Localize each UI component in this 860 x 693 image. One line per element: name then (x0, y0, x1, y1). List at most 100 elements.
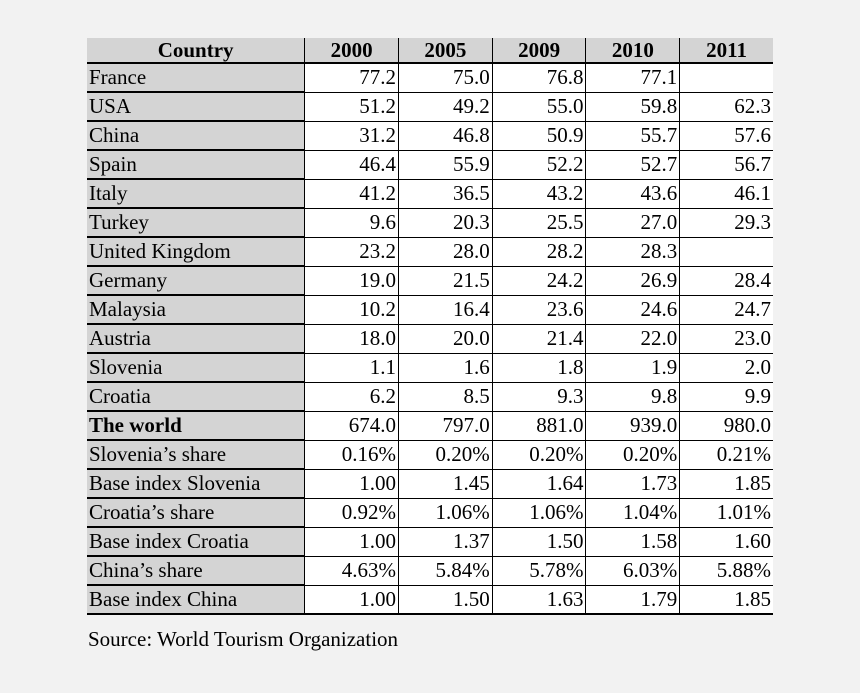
table-cell: 10.2 (304, 295, 399, 325)
table-cell: 23.6 (491, 295, 586, 325)
table-row: Base index Croatia 1.00 1.37 1.50 1.58 1.60 (87, 527, 773, 557)
table-row: Malaysia 10.2 16.4 23.6 24.6 24.7 (87, 295, 773, 325)
table-cell: 1.06% (398, 498, 493, 528)
table-cell: 22.0 (585, 324, 680, 354)
table-cell: 28.0 (398, 237, 493, 267)
table-cell: 9.6 (304, 208, 399, 238)
table-cell: 24.6 (585, 295, 680, 325)
table-row: Slovenia 1.1 1.6 1.8 1.9 2.0 (87, 353, 773, 383)
table-cell: 52.7 (585, 150, 680, 180)
table-row: China 31.2 46.8 50.9 55.7 57.6 (87, 121, 773, 151)
table-header-row: Country 2000 2005 2009 2010 2011 (87, 38, 773, 64)
table-cell: 1.00 (304, 585, 399, 615)
table-cell: 77.2 (304, 63, 399, 93)
table-cell: 939.0 (585, 411, 680, 441)
table-cell: 62.3 (679, 92, 773, 122)
table-cell: 881.0 (491, 411, 586, 441)
column-header-country: Country (87, 38, 305, 64)
row-label: Base index Slovenia (87, 469, 306, 499)
table-cell: 0.20% (491, 440, 586, 470)
table-cell: 797.0 (398, 411, 493, 441)
table-cell: 0.20% (398, 440, 493, 470)
table-cell: 0.21% (679, 440, 773, 470)
table-cell: 20.0 (398, 324, 493, 354)
table-cell: 1.60 (679, 527, 773, 557)
table-cell: 56.7 (679, 150, 773, 180)
table-row: Slovenia’s share 0.16% 0.20% 0.20% 0.20% 0.21… (87, 440, 773, 470)
table-cell: 674.0 (304, 411, 399, 441)
table-cell: 8.5 (398, 382, 493, 412)
table-cell: 27.0 (585, 208, 680, 238)
table-cell: 1.01% (679, 498, 773, 528)
table-cell: 28.2 (491, 237, 586, 267)
table-cell: 0.16% (304, 440, 399, 470)
table-row: Croatia’s share 0.92% 1.06% 1.06% 1.04% 1.01% (87, 498, 773, 528)
table-row: Base index Slovenia 1.00 1.45 1.64 1.73 1.85 (87, 469, 773, 499)
table-cell: 28.4 (679, 266, 773, 296)
table-cell: 1.1 (304, 353, 399, 383)
table-cell: 18.0 (304, 324, 399, 354)
table-cell: 9.8 (585, 382, 680, 412)
table-cell: 23.0 (679, 324, 773, 354)
table-cell: 59.8 (585, 92, 680, 122)
row-label: Turkey (87, 208, 306, 238)
table-cell: 49.2 (398, 92, 493, 122)
table-cell: 25.5 (491, 208, 586, 238)
table-cell: 1.85 (679, 585, 773, 615)
table-row: Austria 18.0 20.0 21.4 22.0 23.0 (87, 324, 773, 354)
table-cell: 77.1 (585, 63, 680, 93)
table-cell: 57.6 (679, 121, 773, 151)
table-cell: 1.64 (491, 469, 586, 499)
table-row: Croatia 6.2 8.5 9.3 9.8 9.9 (87, 382, 773, 412)
table-cell: 1.00 (304, 527, 399, 557)
table-cell: 16.4 (398, 295, 493, 325)
table-cell: 24.7 (679, 295, 773, 325)
table-row: Spain 46.4 55.9 52.2 52.7 56.7 (87, 150, 773, 180)
table-cell: 1.50 (398, 585, 493, 615)
row-label: Germany (87, 266, 306, 296)
table-row: Base index China 1.00 1.50 1.63 1.79 1.85 (87, 585, 773, 615)
table-row: United Kingdom 23.2 28.0 28.2 28.3 (87, 237, 773, 267)
row-label: Base index Croatia (87, 527, 306, 557)
table-row: China’s share 4.63% 5.84% 5.78% 6.03% 5.88% (87, 556, 773, 586)
table-cell: 0.20% (585, 440, 680, 470)
table-cell: 46.8 (398, 121, 493, 151)
table-cell: 980.0 (679, 411, 773, 441)
table-row: France 77.2 75.0 76.8 77.1 (87, 63, 773, 93)
column-header-year: 2010 (585, 38, 680, 64)
table-cell: 2.0 (679, 353, 773, 383)
table-cell: 21.4 (491, 324, 586, 354)
row-label: France (87, 63, 306, 93)
row-label: Austria (87, 324, 306, 354)
table-cell: 75.0 (398, 63, 493, 93)
table-row: The world 674.0 797.0 881.0 939.0 980.0 (87, 411, 773, 441)
row-label: Base index China (87, 585, 306, 615)
row-label: Spain (87, 150, 306, 180)
table-cell: 43.2 (491, 179, 586, 209)
table-cell: 52.2 (491, 150, 586, 180)
row-label: The world (87, 411, 306, 441)
table-cell: 1.79 (585, 585, 680, 615)
row-label: Italy (87, 179, 306, 209)
table-cell: 1.73 (585, 469, 680, 499)
table-cell: 31.2 (304, 121, 399, 151)
table-cell: 1.63 (491, 585, 586, 615)
table-cell: 1.6 (398, 353, 493, 383)
table-cell (679, 63, 773, 93)
table-cell: 21.5 (398, 266, 493, 296)
table-cell: 5.84% (398, 556, 493, 586)
row-label: Croatia (87, 382, 306, 412)
table-cell: 1.37 (398, 527, 493, 557)
table-body: France 77.2 75.0 76.8 77.1 USA 51.2 49.2 55.0 59.… (87, 63, 773, 615)
table-cell: 1.06% (491, 498, 586, 528)
row-label: Slovenia (87, 353, 306, 383)
table-cell: 6.03% (585, 556, 680, 586)
table-row: USA 51.2 49.2 55.0 59.8 62.3 (87, 92, 773, 122)
table-cell: 76.8 (491, 63, 586, 93)
table-cell: 26.9 (585, 266, 680, 296)
column-header-year: 2000 (304, 38, 399, 64)
table-cell: 1.50 (491, 527, 586, 557)
table-row: Germany 19.0 21.5 24.2 26.9 28.4 (87, 266, 773, 296)
table-cell: 1.04% (585, 498, 680, 528)
table-cell: 1.8 (491, 353, 586, 383)
